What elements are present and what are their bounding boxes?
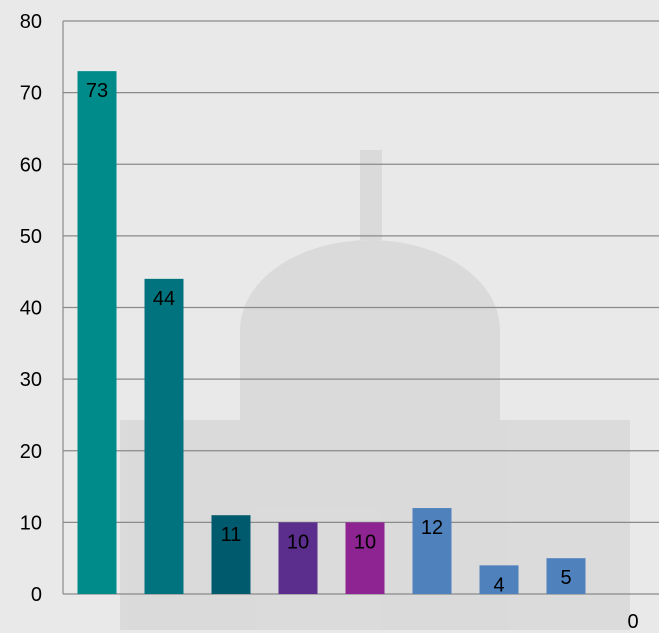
y-tick-label: 10: [20, 512, 42, 534]
bar: [211, 515, 251, 594]
bar-value-label: 10: [354, 531, 376, 553]
bar-value-label: 5: [560, 567, 571, 589]
bar: [278, 522, 318, 594]
bar-value-label: 12: [421, 517, 443, 539]
bars: [77, 71, 586, 594]
y-tick-label: 0: [31, 584, 42, 606]
bar-value-label: 44: [153, 288, 175, 310]
y-tick-label: 80: [20, 11, 42, 33]
y-tick-label: 40: [20, 298, 42, 320]
y-tick-label: 60: [20, 154, 42, 176]
bar: [77, 71, 117, 594]
bar: [412, 508, 452, 594]
bar: [144, 278, 184, 594]
bar: [479, 565, 519, 594]
bar: [345, 522, 385, 594]
bar-value-label: 11: [221, 524, 242, 546]
y-axis: 0 10 20 30 40 50 60 70 80: [20, 11, 64, 606]
bar: [546, 558, 586, 594]
bar-value-label: 10: [287, 531, 309, 553]
bar-value-label: 0: [627, 611, 638, 633]
y-tick-label: 30: [20, 369, 42, 391]
y-tick-label: 50: [20, 226, 42, 248]
y-tick-label: 70: [20, 83, 42, 105]
bar-value-label: 73: [86, 80, 108, 102]
data-labels: 73 44 11 10 10 12 4 5 0: [86, 80, 639, 633]
y-tick-label: 20: [20, 441, 42, 463]
bar-value-label: 4: [493, 574, 504, 596]
